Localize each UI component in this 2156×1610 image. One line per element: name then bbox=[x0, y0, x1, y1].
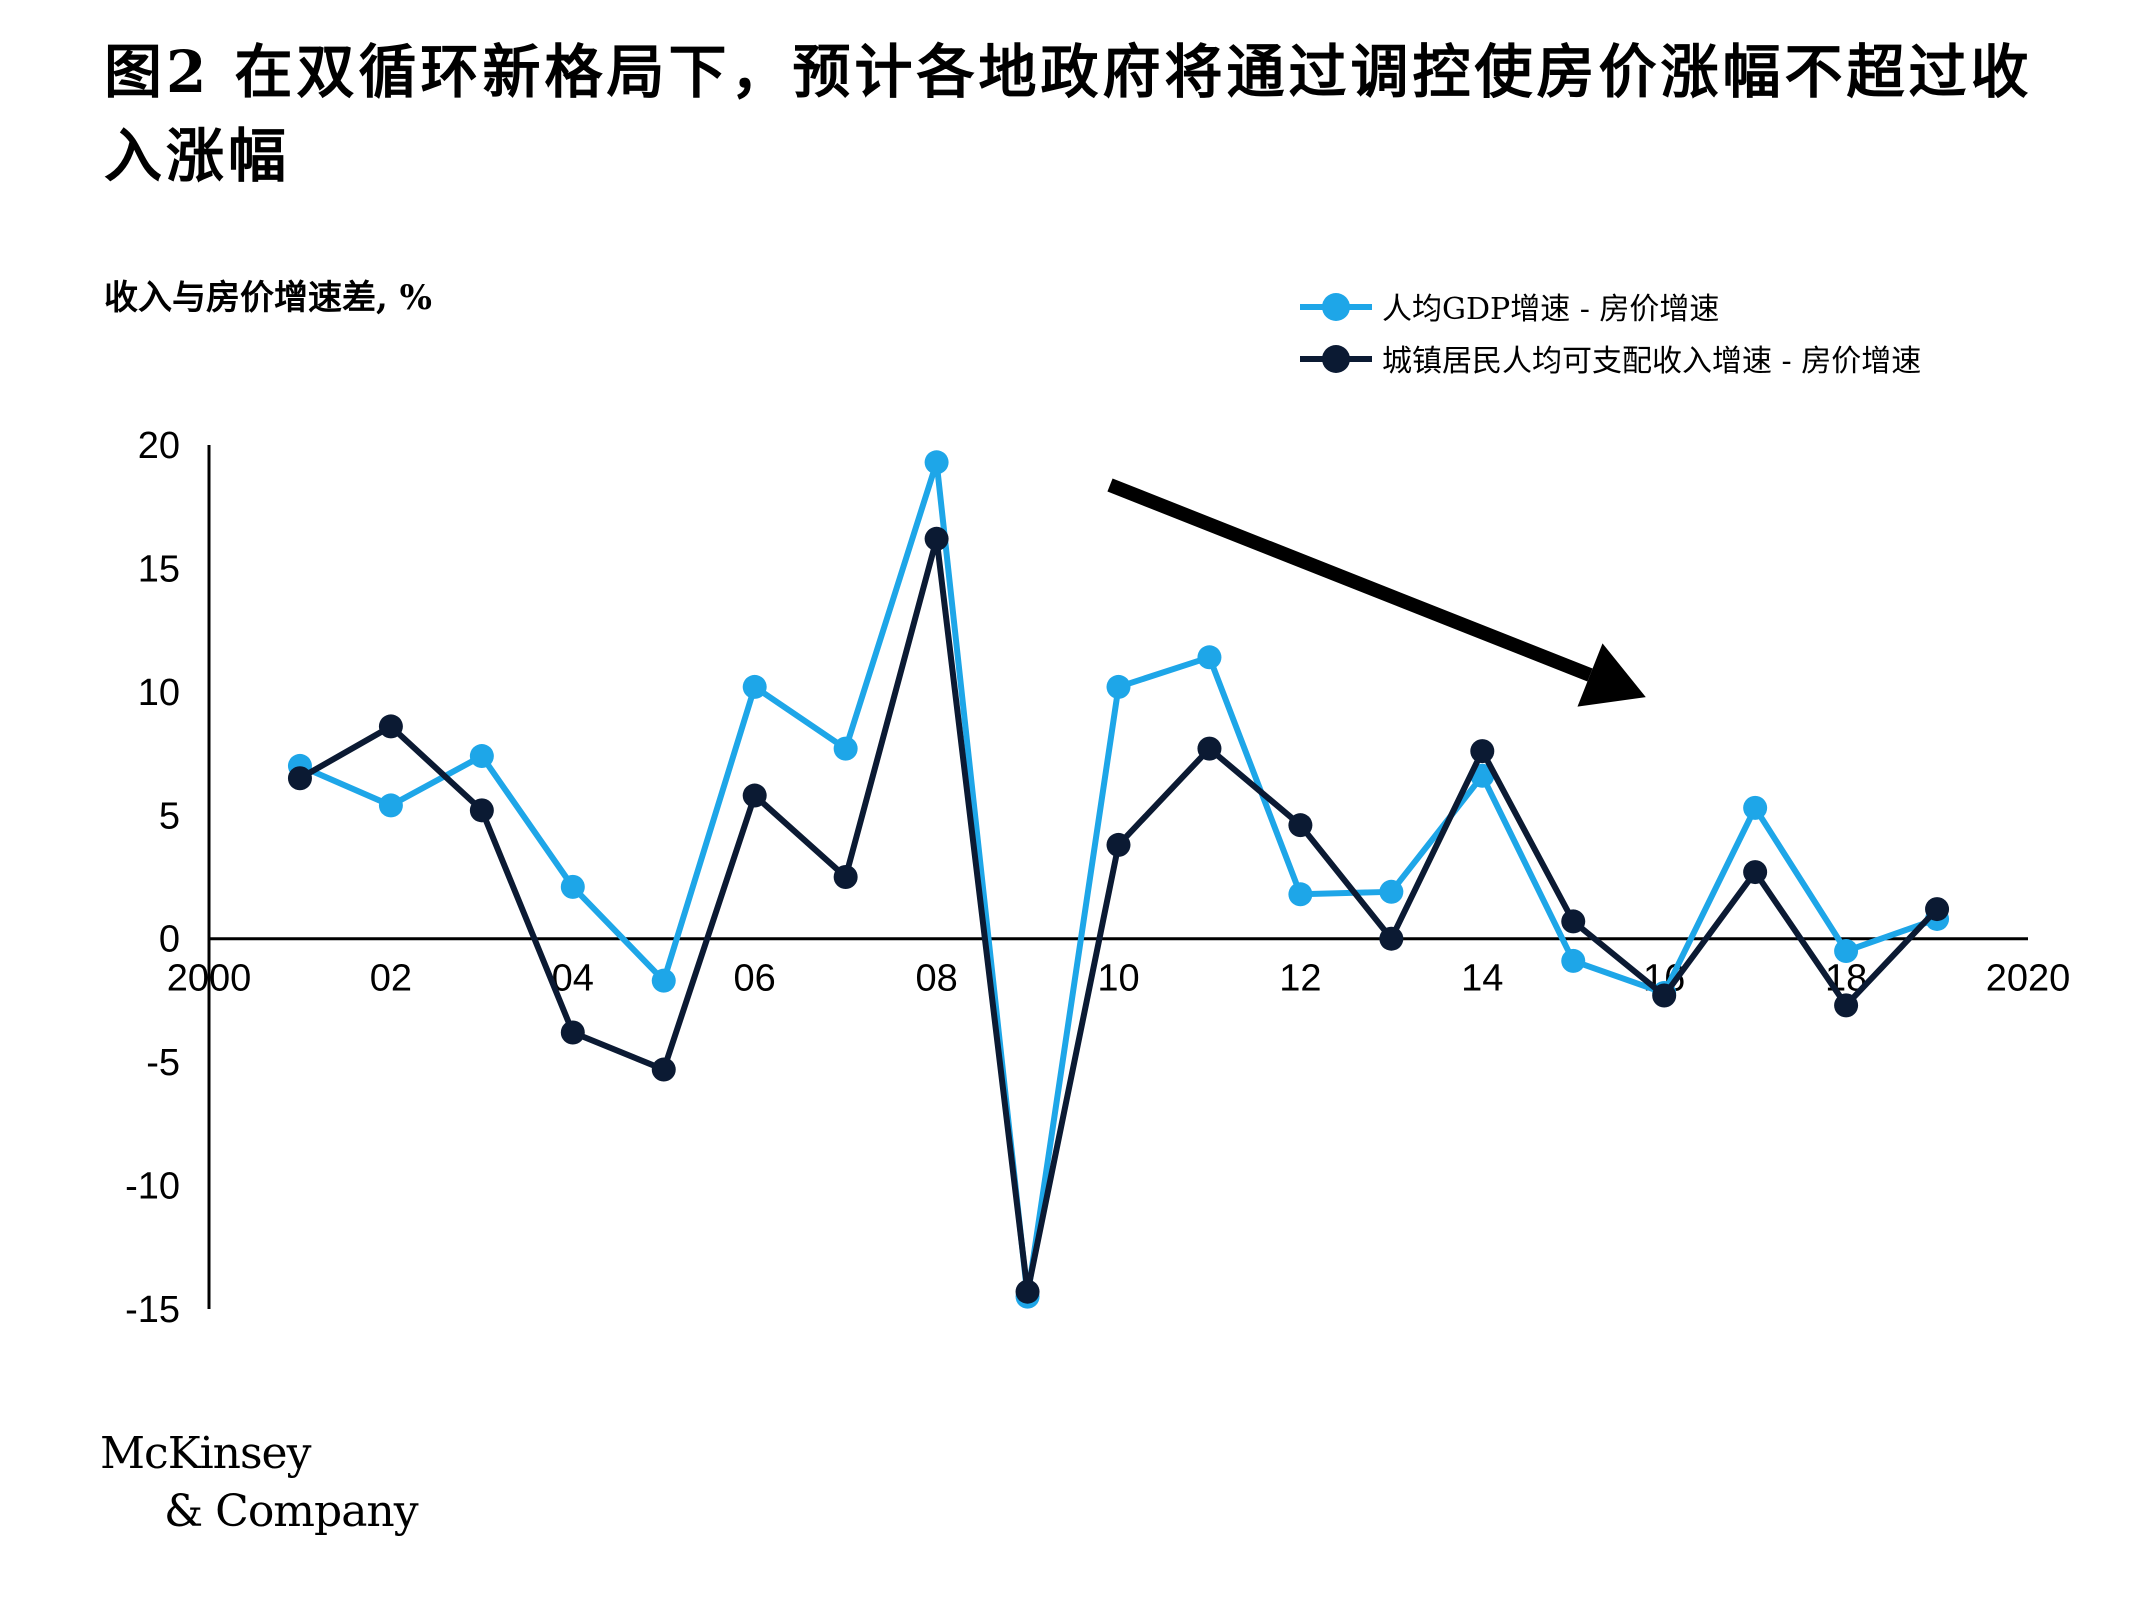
data-point-0 bbox=[378, 793, 403, 818]
data-point-1 bbox=[833, 865, 858, 889]
legend-swatch-gdp bbox=[1300, 286, 1372, 326]
data-point-0 bbox=[1197, 645, 1222, 670]
x-tick-label: 2020 bbox=[1986, 958, 2071, 1000]
y-tick-label: 10 bbox=[138, 672, 180, 714]
data-point-0 bbox=[1379, 879, 1404, 904]
data-point-1 bbox=[1197, 736, 1222, 761]
y-tick-label: 15 bbox=[138, 548, 180, 590]
x-tick-label: 12 bbox=[1279, 958, 1321, 1000]
data-point-1 bbox=[651, 1057, 676, 1082]
data-point-0 bbox=[560, 874, 585, 899]
data-point-1 bbox=[1561, 909, 1586, 934]
x-tick-label: 2000 bbox=[167, 958, 252, 1000]
y-axis-label: 收入与房价增速差, % bbox=[104, 278, 432, 318]
data-point-1 bbox=[1288, 813, 1313, 838]
data-point-1 bbox=[1015, 1279, 1040, 1304]
logo-line-2: & Company bbox=[164, 1486, 419, 1537]
y-tick-label: -15 bbox=[125, 1289, 180, 1331]
legend-label-gdp: 人均GDP增速 - 房价增速 bbox=[1382, 292, 1720, 327]
y-tick-label: 5 bbox=[159, 795, 180, 837]
logo-line-1: McKinsey bbox=[100, 1428, 311, 1479]
data-point-1 bbox=[469, 798, 494, 823]
data-point-1 bbox=[378, 714, 403, 739]
x-tick-label: 06 bbox=[734, 958, 776, 1000]
data-point-1 bbox=[1379, 926, 1404, 951]
mckinsey-logo: McKinsey & Company bbox=[100, 1425, 419, 1541]
y-tick-label: -10 bbox=[125, 1166, 180, 1208]
data-point-1 bbox=[1652, 983, 1677, 1008]
data-point-1 bbox=[924, 526, 949, 551]
x-tick-label: 10 bbox=[1097, 958, 1139, 1000]
legend-label-income: 城镇居民人均可支配收入增速 - 房价增速 bbox=[1382, 344, 1922, 379]
legend-item-income: 城镇居民人均可支配收入增速 - 房价增速 bbox=[1300, 332, 1921, 384]
chart-title: 图2 在双循环新格局下，预计各地政府将通过调控使房价涨幅不超过收入涨幅 bbox=[104, 38, 2033, 190]
data-point-0 bbox=[1288, 882, 1313, 907]
data-point-1 bbox=[560, 1020, 585, 1045]
data-point-0 bbox=[1743, 795, 1768, 820]
data-point-0 bbox=[469, 744, 494, 769]
data-point-1 bbox=[742, 783, 767, 808]
legend-swatch-income bbox=[1300, 338, 1372, 378]
data-point-1 bbox=[1106, 832, 1131, 857]
y-tick-label: -5 bbox=[146, 1042, 180, 1084]
x-tick-label: 08 bbox=[915, 958, 957, 1000]
legend-item-gdp: 人均GDP增速 - 房价增速 bbox=[1300, 280, 1921, 332]
x-tick-label: 14 bbox=[1461, 958, 1503, 1000]
legend: 人均GDP增速 - 房价增速 城镇居民人均可支配收入增速 - 房价增速 bbox=[1300, 280, 1921, 384]
series-line-1 bbox=[298, 535, 1940, 1295]
data-point-0 bbox=[742, 674, 767, 699]
data-point-1 bbox=[1925, 897, 1950, 922]
data-point-1 bbox=[1834, 993, 1859, 1018]
data-point-0 bbox=[1834, 939, 1859, 964]
trend-arrow-head bbox=[1577, 643, 1646, 707]
data-point-0 bbox=[651, 968, 676, 993]
data-point-0 bbox=[924, 450, 949, 475]
data-point-1 bbox=[1470, 739, 1495, 764]
data-point-0 bbox=[1561, 948, 1586, 973]
series-line-0 bbox=[298, 459, 1939, 1300]
data-point-0 bbox=[833, 736, 858, 761]
data-point-1 bbox=[1743, 860, 1768, 885]
trend-arrow-shaft bbox=[1107, 478, 1593, 682]
data-point-1 bbox=[287, 766, 312, 791]
data-point-0 bbox=[1106, 674, 1131, 699]
x-tick-label: 02 bbox=[370, 958, 412, 1000]
y-tick-label: 20 bbox=[138, 425, 180, 467]
y-tick-label: 0 bbox=[159, 919, 180, 961]
